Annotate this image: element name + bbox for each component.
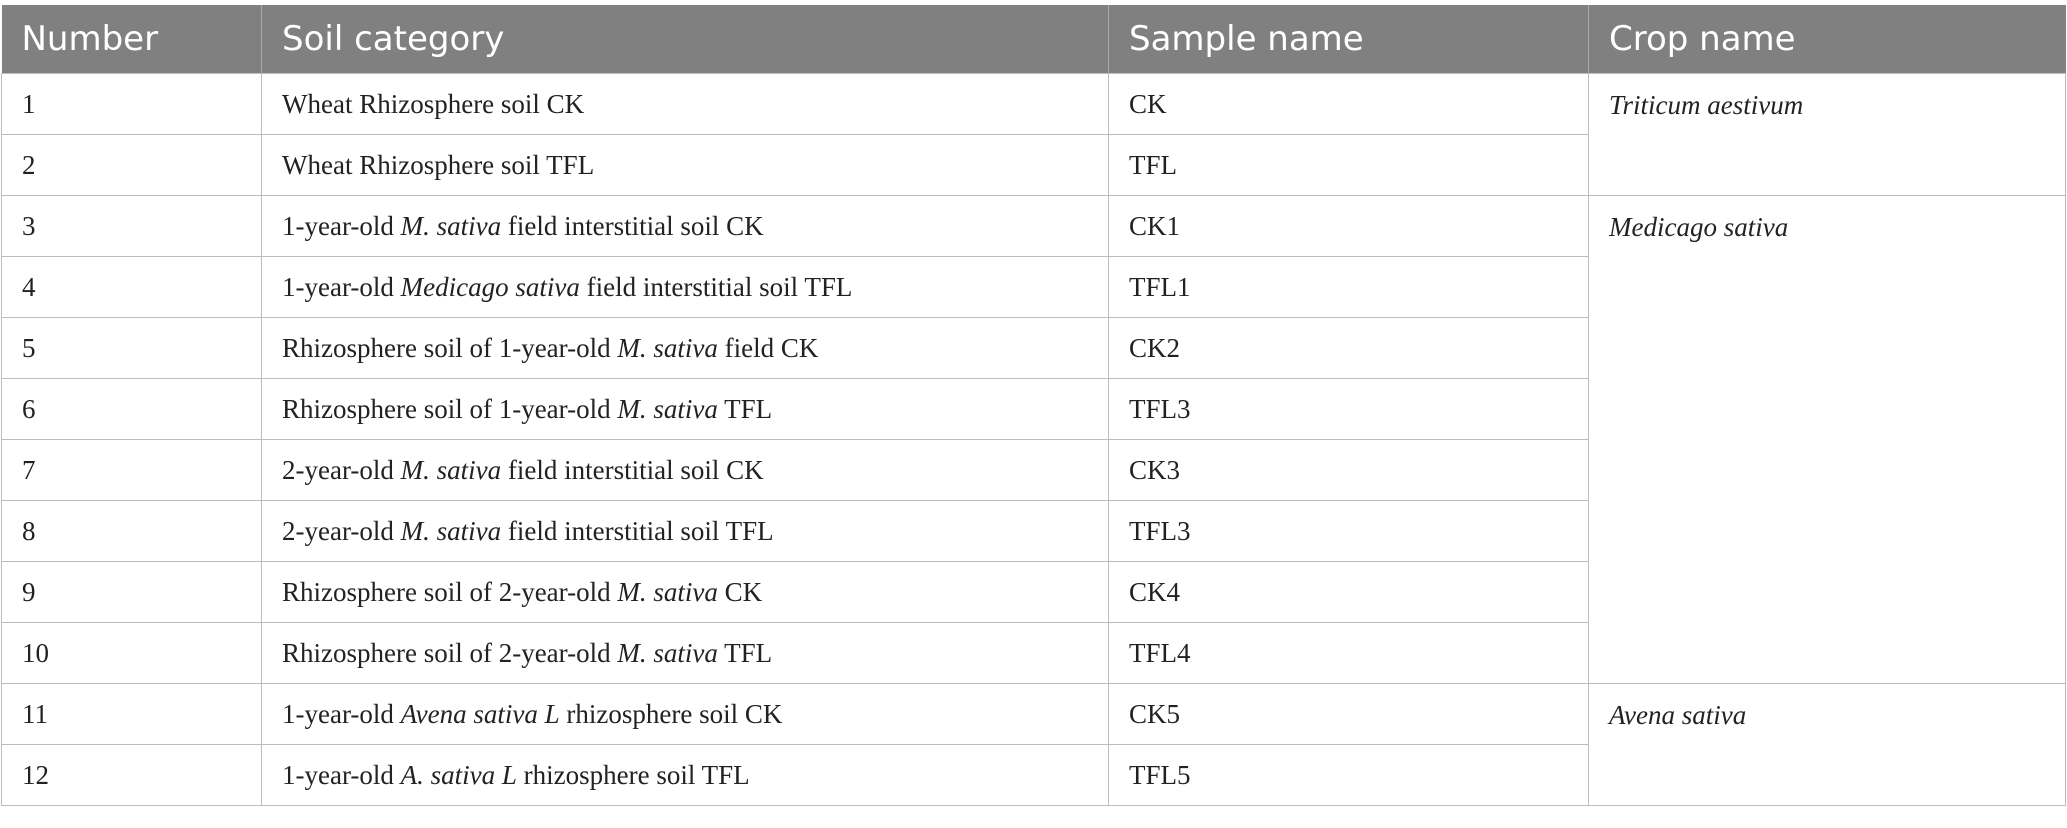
sample-name-cell: CK1 [1108,195,1589,257]
text-segment: 1-year-old [282,759,401,790]
crop-name-cell: Triticum aestivum [1588,73,2066,196]
soil-category-cell: Rhizosphere soil of 1-year-old M. sativa… [261,317,1109,379]
table-row: 2 Wheat Rhizosphere soil TFL TFL [1,134,2066,196]
table: Number Soil category Sample name Crop name … [1,5,2066,806]
soil-category-cell: Wheat Rhizosphere soil TFL [261,134,1109,196]
soil-category-cell: Wheat Rhizosphere soil CK [261,73,1109,135]
text-segment: 2-year-old [282,454,401,485]
text-segment: M. sativa [617,393,718,424]
text-segment: M. sativa [400,210,502,241]
text-segment: TFL [717,393,773,424]
sample-name-cell: TFL3 [1108,378,1589,440]
table-row: 8 2-year-old M. sativa field interstitial… [1,500,2066,562]
number-cell: 7 [1,439,262,501]
soil-category-cell: 1-year-old Medicago sativa field interst… [261,256,1109,318]
number-cell: 6 [1,378,262,440]
header-cell: Sample name [1108,5,1589,74]
soil-category-cell: 1-year-old Avena sativa L rhizosphere so… [261,683,1109,745]
text-segment: 1-year-old [282,698,401,729]
table-row: 1 Wheat Rhizosphere soil CK CK Triticum aes… [1,73,2066,196]
text-segment: Rhizosphere soil of 2-year-old [282,576,618,607]
number-cell: 1 [1,73,262,135]
sample-name-cell: CK [1108,73,1589,135]
soil-category-cell: Rhizosphere soil of 2-year-old M. sativa… [261,622,1109,684]
number-cell: 11 [1,683,262,745]
text-segment: field interstitial soil CK [501,454,764,485]
text-segment: 1-year-old [282,271,401,302]
sample-name-cell: CK3 [1108,439,1589,501]
text-segment: field CK [717,332,819,363]
sample-name-cell: TFL5 [1108,744,1589,806]
table-body: 1 Wheat Rhizosphere soil CK CK Triticum aes… [1,73,2066,806]
table-row: 4 1-year-old Medicago sativa field inters… [1,256,2066,318]
text-segment: CK [717,576,763,607]
text-segment: M. sativa [617,576,718,607]
table-row: 5 Rhizosphere soil of 1-year-old M. sativ… [1,317,2066,379]
soil-category-cell: 1-year-old A. sativa L rhizosphere soil … [261,744,1109,806]
sample-name-cell: TFL4 [1108,622,1589,684]
number-cell: 9 [1,561,262,623]
number-cell: 4 [1,256,262,318]
number-cell: 3 [1,195,262,257]
text-segment: M. sativa [400,454,502,485]
header-row: Number Soil category Sample name Crop name [1,5,2066,74]
header-cell: Number [1,5,262,74]
text-segment: Wheat Rhizosphere soil TFL [282,149,595,180]
table-row: 9 Rhizosphere soil of 2-year-old M. sativ… [1,561,2066,623]
sample-name-cell: CK2 [1108,317,1589,379]
header-cell: Soil category [261,5,1109,74]
sample-name-cell: TFL3 [1108,500,1589,562]
header-cell: Crop name [1588,5,2066,74]
number-cell: 12 [1,744,262,806]
soil-category-cell: Rhizosphere soil of 2-year-old M. sativa… [261,561,1109,623]
table-row: 6 Rhizosphere soil of 1-year-old M. sativ… [1,378,2066,440]
text-segment: rhizosphere soil TFL [516,759,750,790]
crop-name-cell: Avena sativa [1588,683,2066,806]
number-cell: 8 [1,500,262,562]
number-cell: 10 [1,622,262,684]
number-cell: 5 [1,317,262,379]
number-cell: 2 [1,134,262,196]
text-segment: Rhizosphere soil of 1-year-old [282,393,618,424]
text-segment: 2-year-old [282,515,401,546]
text-segment: Medicago sativa [400,271,580,302]
text-segment: field interstitial soil TFL [579,271,853,302]
text-segment: field interstitial soil TFL [501,515,774,546]
text-segment: Wheat Rhizosphere soil CK [282,88,585,119]
text-segment: TFL [717,637,773,668]
text-segment: A. sativa L [400,759,517,790]
crop-name-cell: Medicago sativa [1588,195,2066,684]
text-segment: M. sativa [617,332,718,363]
text-segment: Avena sativa L [400,698,560,729]
sample-name-cell: CK5 [1108,683,1589,745]
table-row: 3 1-year-old M. sativa field interstitial… [1,195,2066,684]
soil-category-cell: Rhizosphere soil of 1-year-old M. sativa… [261,378,1109,440]
table-row: 10 Rhizosphere soil of 2-year-old M. sati… [1,622,2066,684]
soil-category-cell: 2-year-old M. sativa field interstitial … [261,439,1109,501]
text-segment: Rhizosphere soil of 2-year-old [282,637,618,668]
text-segment: Rhizosphere soil of 1-year-old [282,332,618,363]
table-row: 12 1-year-old A. sativa L rhizosphere soi… [1,744,2066,806]
text-segment: field interstitial soil CK [501,210,764,241]
text-segment: rhizosphere soil CK [559,698,783,729]
soil-category-cell: 2-year-old M. sativa field interstitial … [261,500,1109,562]
sample-name-cell: TFL [1108,134,1589,196]
table-row: 7 2-year-old M. sativa field interstitial… [1,439,2066,501]
soil-category-cell: 1-year-old M. sativa field interstitial … [261,195,1109,257]
sample-name-cell: TFL1 [1108,256,1589,318]
text-segment: M. sativa [400,515,502,546]
text-segment: M. sativa [617,637,718,668]
sample-name-cell: CK4 [1108,561,1589,623]
table-wrap: Number Soil category Sample name Crop name … [1,5,2066,806]
text-segment: 1-year-old [282,210,401,241]
table-row: 11 1-year-old Avena sativa L rhizosphere … [1,683,2066,806]
